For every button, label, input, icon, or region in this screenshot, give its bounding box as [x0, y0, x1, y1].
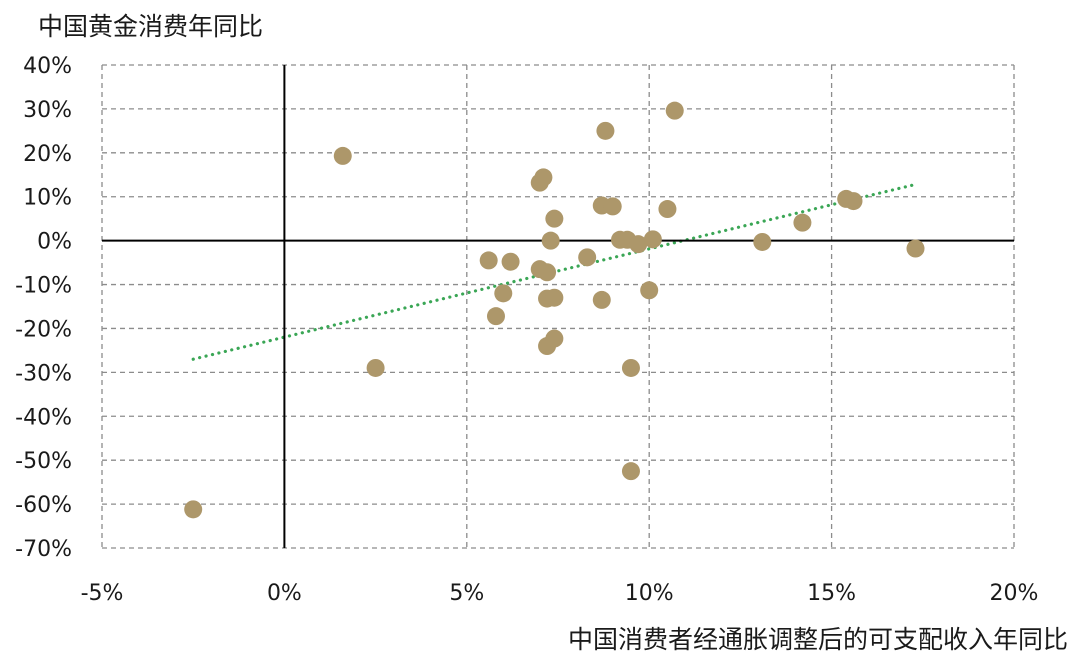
y-tick-label: 30% — [23, 98, 72, 123]
x-axis-title: 中国消费者经通胀调整后的可支配收入年同比 — [568, 625, 1068, 654]
data-point — [486, 307, 505, 326]
data-point — [545, 329, 564, 348]
data-point — [753, 232, 772, 251]
data-point — [333, 146, 352, 165]
data-point — [545, 288, 564, 307]
data-point — [366, 358, 385, 377]
gridlines — [101, 64, 1015, 549]
y-tick-label: 40% — [23, 54, 72, 79]
y-tick-labels: 40% 30% 20% 10% 0% -10% -20% -30% -40% -50% -60% -7… — [15, 54, 72, 562]
y-axis-title: 中国黄金消费年同比 — [38, 12, 263, 41]
y-tick-label: -70% — [15, 537, 72, 562]
data-point — [629, 235, 648, 254]
x-tick-labels: -5% 0% 5% 10% 15% 20% — [81, 581, 1039, 606]
data-point — [184, 500, 203, 519]
data-point — [479, 251, 498, 270]
data-point — [603, 197, 622, 216]
data-point — [494, 284, 513, 303]
x-tick-label: 10% — [625, 581, 674, 606]
y-tick-label: -40% — [15, 405, 72, 430]
data-point — [906, 239, 925, 258]
x-tick-label: 20% — [990, 581, 1039, 606]
data-point — [643, 230, 662, 249]
data-point — [596, 121, 615, 140]
data-point — [538, 263, 557, 282]
x-tick-label: 0% — [267, 581, 302, 606]
data-point — [541, 231, 560, 250]
data-point — [640, 281, 659, 300]
data-point — [844, 192, 863, 211]
y-tick-label: -50% — [15, 449, 72, 474]
data-point — [534, 168, 553, 187]
x-tick-label: -5% — [81, 581, 124, 606]
y-tick-label: 10% — [23, 186, 72, 211]
x-tick-label: 15% — [807, 581, 856, 606]
y-tick-label: 20% — [23, 142, 72, 167]
trendline — [191, 182, 918, 361]
y-tick-label: -30% — [15, 361, 72, 386]
data-point — [501, 252, 520, 271]
y-tick-label: -10% — [15, 274, 72, 299]
data-point — [665, 101, 684, 120]
data-point — [578, 248, 597, 267]
y-tick-label: -20% — [15, 317, 72, 342]
data-point — [793, 213, 812, 232]
axes — [102, 65, 1014, 548]
data-point — [545, 209, 564, 228]
data-point — [621, 462, 640, 481]
data-point — [592, 290, 611, 309]
y-tick-label: -60% — [15, 493, 72, 518]
trendline-layer — [191, 182, 918, 361]
data-points — [184, 101, 925, 519]
x-tick-label: 5% — [449, 581, 484, 606]
data-point — [621, 358, 640, 377]
y-tick-label: 0% — [37, 230, 72, 255]
data-point — [658, 200, 677, 219]
